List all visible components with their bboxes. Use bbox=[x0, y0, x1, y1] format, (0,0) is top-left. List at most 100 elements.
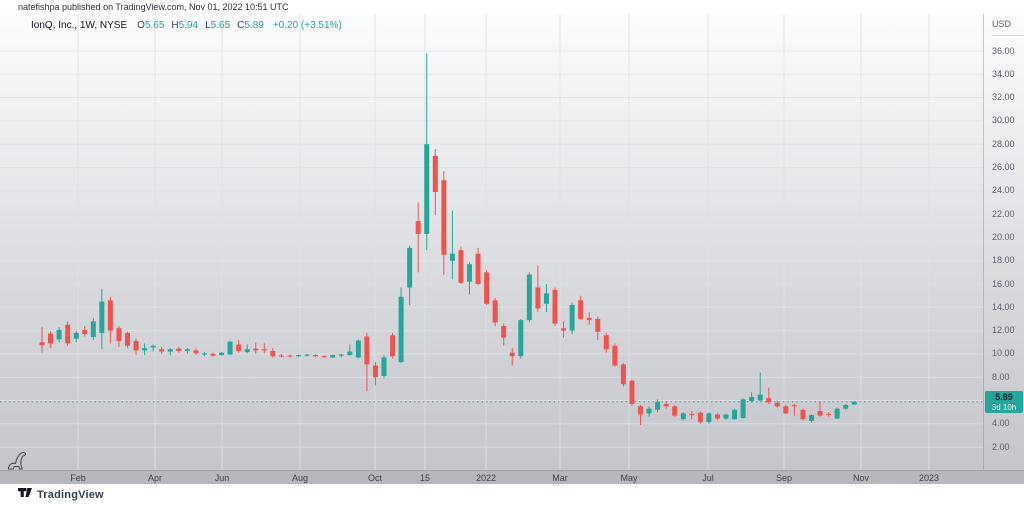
candle-84[interactable] bbox=[757, 372, 763, 402]
candle-18[interactable] bbox=[193, 348, 199, 356]
candle-55[interactable] bbox=[509, 348, 515, 366]
candle-24[interactable] bbox=[244, 344, 250, 354]
candle-83[interactable] bbox=[749, 392, 755, 403]
candle-10[interactable] bbox=[125, 331, 130, 349]
candle-37[interactable] bbox=[355, 339, 361, 359]
candle-1[interactable] bbox=[48, 331, 54, 349]
candle-9[interactable] bbox=[116, 325, 122, 347]
candle-73[interactable] bbox=[663, 401, 669, 409]
candle-93[interactable] bbox=[834, 407, 840, 420]
candle-11[interactable] bbox=[133, 338, 139, 356]
candle-13[interactable] bbox=[150, 344, 156, 352]
candle-30[interactable] bbox=[296, 354, 301, 358]
candle-12[interactable] bbox=[142, 343, 148, 356]
candle-67[interactable] bbox=[612, 343, 618, 367]
candle-74[interactable] bbox=[672, 405, 678, 417]
candle-95[interactable] bbox=[851, 401, 857, 405]
candle-50[interactable] bbox=[467, 261, 472, 295]
candle-56[interactable] bbox=[518, 318, 524, 359]
candle-33[interactable] bbox=[321, 355, 327, 358]
candle-16[interactable] bbox=[176, 346, 182, 353]
candle-27[interactable] bbox=[270, 348, 276, 358]
candle-52[interactable] bbox=[484, 270, 490, 305]
candle-40[interactable] bbox=[381, 355, 387, 379]
candle-47[interactable] bbox=[441, 170, 447, 275]
candle-89[interactable] bbox=[800, 408, 806, 421]
candle-45[interactable] bbox=[424, 53, 430, 251]
candle-6[interactable] bbox=[90, 317, 96, 340]
candle-79[interactable] bbox=[714, 413, 720, 421]
candle-57[interactable] bbox=[526, 272, 532, 323]
candle-70[interactable] bbox=[638, 405, 643, 425]
candle-29[interactable] bbox=[287, 354, 293, 358]
candle-88[interactable] bbox=[791, 403, 797, 416]
candle-92[interactable] bbox=[826, 412, 832, 417]
candle-22[interactable] bbox=[227, 341, 233, 356]
candle-87[interactable] bbox=[783, 405, 789, 415]
candlestick-plot[interactable] bbox=[0, 14, 983, 470]
candle-69[interactable] bbox=[629, 379, 635, 406]
candle-25[interactable] bbox=[253, 342, 259, 354]
candle-21[interactable] bbox=[219, 352, 225, 356]
chart-area[interactable]: IonQ, Inc., 1W, NYSE O5.65 H5.94 L5.65 C5.89… bbox=[0, 14, 1024, 470]
candle-43[interactable] bbox=[407, 245, 413, 305]
candle-78[interactable] bbox=[706, 412, 712, 424]
candle-41[interactable] bbox=[390, 332, 396, 359]
candle-66[interactable] bbox=[603, 332, 609, 353]
candle-61[interactable] bbox=[561, 321, 567, 338]
candle-85[interactable] bbox=[766, 387, 772, 404]
candle-39[interactable] bbox=[372, 362, 378, 386]
candle-44[interactable] bbox=[415, 202, 421, 273]
candle-14[interactable] bbox=[159, 346, 165, 354]
candle-3[interactable] bbox=[65, 321, 71, 346]
candle-54[interactable] bbox=[501, 323, 507, 346]
candle-28[interactable] bbox=[278, 353, 284, 358]
candle-68[interactable] bbox=[620, 363, 626, 387]
candle-2[interactable] bbox=[56, 327, 62, 343]
candle-51[interactable] bbox=[475, 247, 481, 286]
candle-81[interactable] bbox=[732, 408, 738, 420]
candle-62[interactable] bbox=[569, 302, 575, 335]
candle-65[interactable] bbox=[595, 316, 601, 340]
candle-75[interactable] bbox=[680, 412, 686, 421]
candle-23[interactable] bbox=[236, 339, 242, 353]
candle-58[interactable] bbox=[535, 265, 541, 312]
candle-94[interactable] bbox=[843, 403, 849, 410]
candle-77[interactable] bbox=[697, 411, 703, 424]
candle-34[interactable] bbox=[330, 354, 336, 358]
candle-42[interactable] bbox=[398, 287, 404, 364]
candle-71[interactable] bbox=[646, 406, 652, 417]
candle-72[interactable] bbox=[655, 399, 661, 413]
candle-15[interactable] bbox=[167, 348, 173, 356]
candle-26[interactable] bbox=[261, 343, 267, 354]
candle-59[interactable] bbox=[543, 284, 549, 312]
candle-86[interactable] bbox=[774, 400, 780, 408]
candle-49[interactable] bbox=[458, 246, 464, 284]
candle-53[interactable] bbox=[492, 297, 498, 326]
tradingview-logo[interactable]: TradingView bbox=[18, 488, 104, 501]
candle-35[interactable] bbox=[338, 353, 344, 358]
candle-80[interactable] bbox=[723, 413, 729, 420]
candle-31[interactable] bbox=[304, 353, 310, 357]
time-scale[interactable]: Feb Apr Jun Aug Oct 15 2022 Mar May Jul Sep Nov 2023 bbox=[0, 470, 1024, 484]
candle-5[interactable] bbox=[82, 325, 88, 337]
candle-38[interactable] bbox=[364, 332, 370, 392]
candle-7[interactable] bbox=[99, 288, 105, 350]
candle-17[interactable] bbox=[184, 348, 190, 354]
candle-32[interactable] bbox=[313, 353, 319, 358]
candle-20[interactable] bbox=[210, 352, 216, 357]
candle-76[interactable] bbox=[689, 410, 695, 420]
candle-48[interactable] bbox=[449, 210, 455, 280]
candle-91[interactable] bbox=[817, 401, 823, 417]
candle-63[interactable] bbox=[578, 295, 584, 321]
candle-46[interactable] bbox=[432, 148, 438, 216]
candle-8[interactable] bbox=[107, 296, 113, 344]
candle-64[interactable] bbox=[586, 311, 592, 325]
candle-82[interactable] bbox=[740, 398, 746, 419]
candle-60[interactable] bbox=[552, 287, 558, 326]
price-scale[interactable]: USD 36.00 34.00 32.00 30.00 28.00 26.00 24.00 2… bbox=[983, 14, 1024, 470]
candle-19[interactable] bbox=[201, 352, 207, 357]
candle-0[interactable] bbox=[39, 327, 45, 353]
candle-90[interactable] bbox=[809, 414, 814, 423]
candle-4[interactable] bbox=[73, 330, 79, 343]
